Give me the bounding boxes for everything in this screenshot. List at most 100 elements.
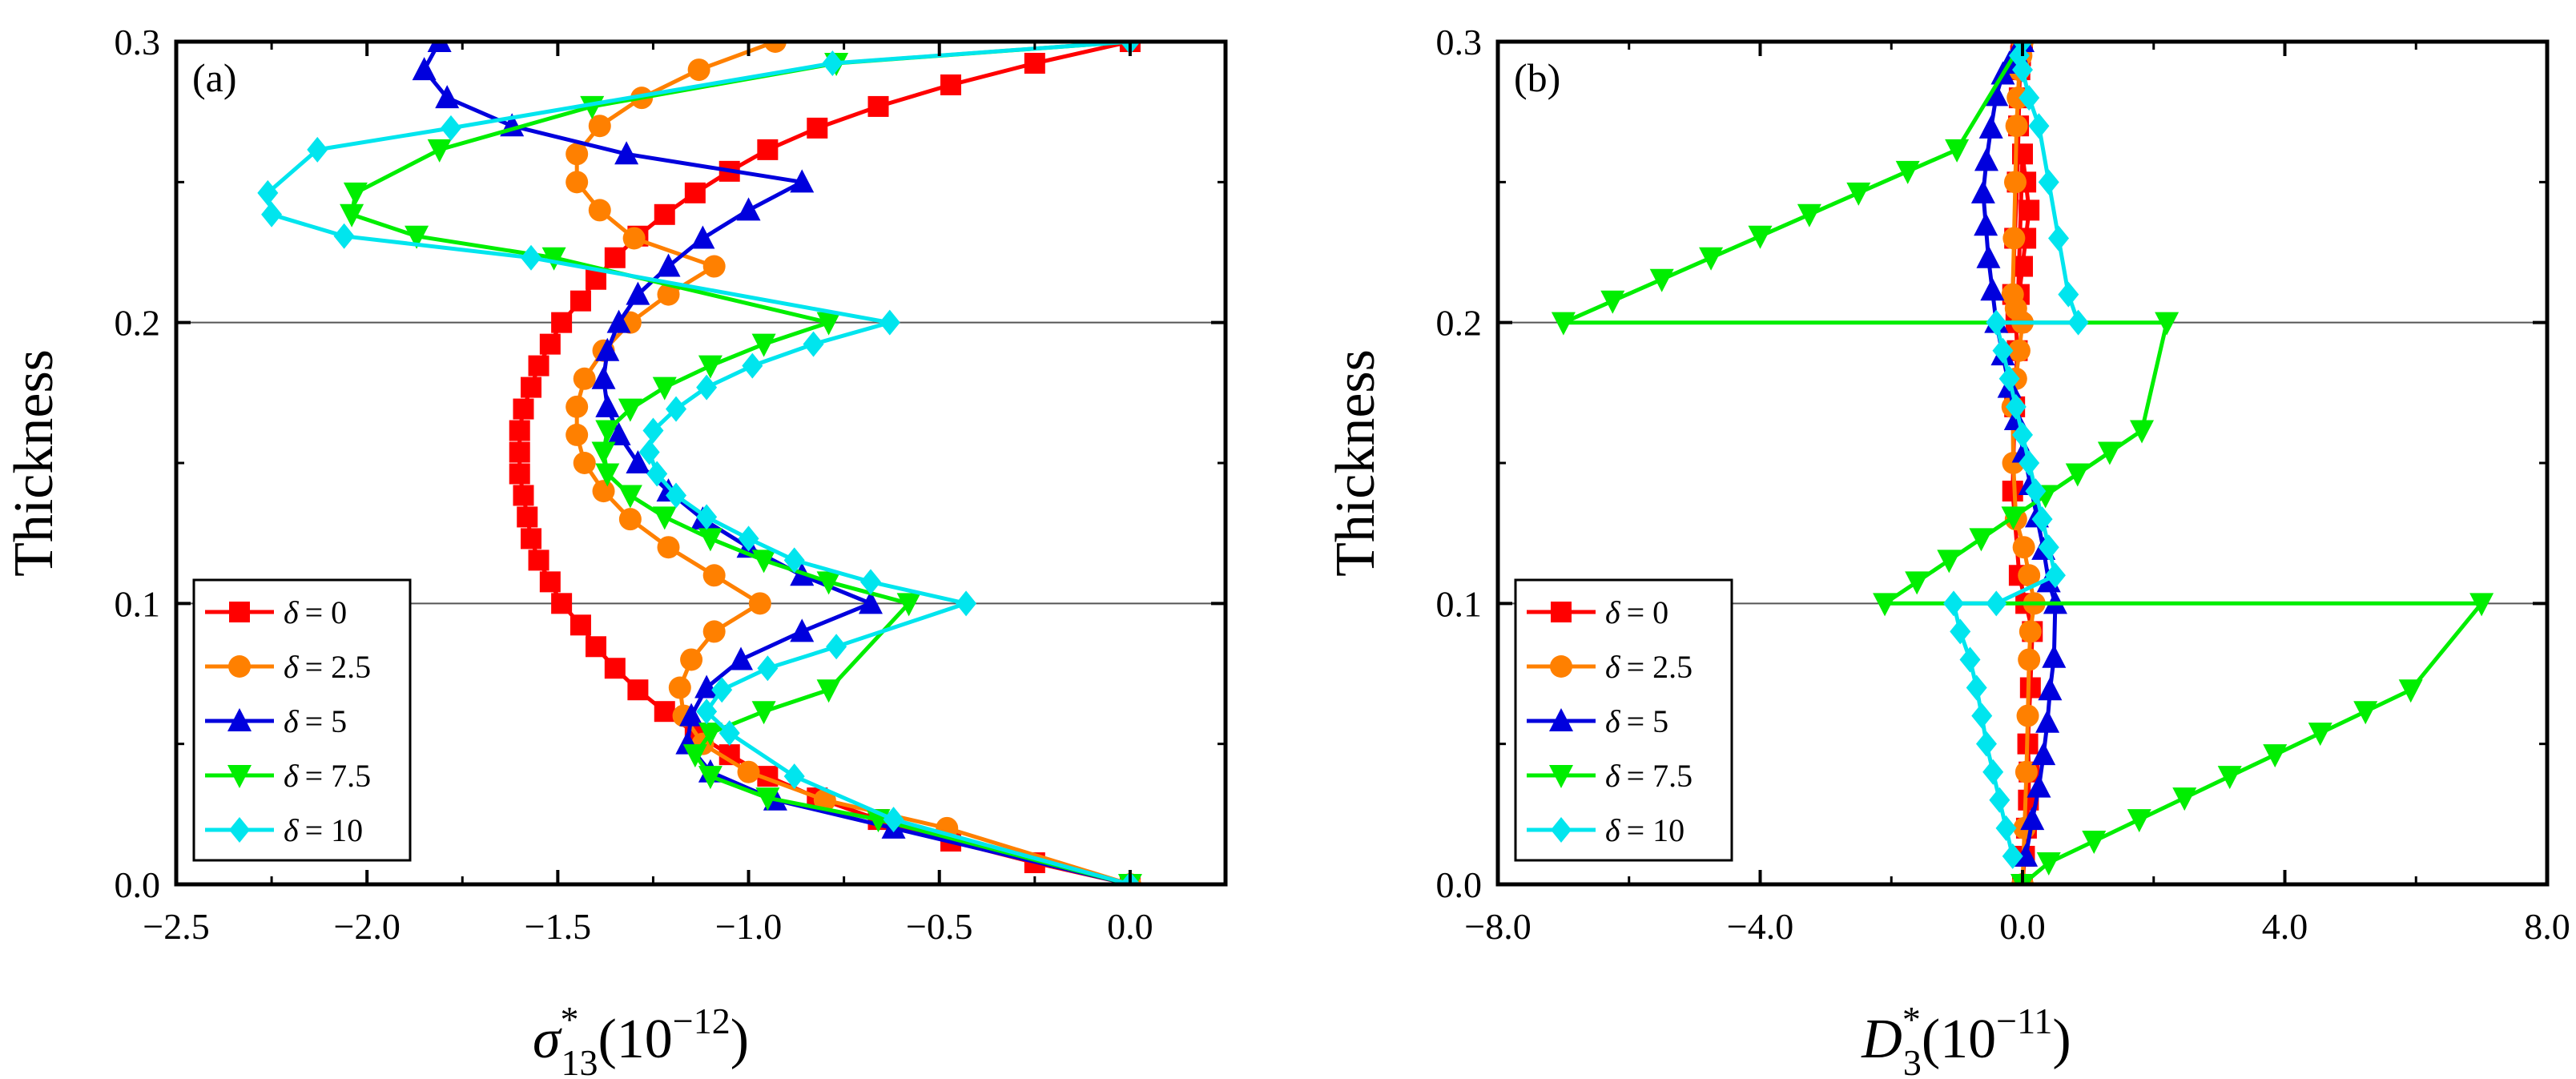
marker-circle: [2018, 564, 2041, 587]
marker-triangle-up: [690, 225, 715, 249]
marker-triangle-down: [1895, 160, 1920, 184]
marker-square: [627, 679, 649, 701]
marker-circle: [622, 227, 646, 250]
legend-value: = 0: [1627, 594, 1669, 630]
marker-diamond: [646, 461, 668, 487]
marker-triangle-down: [2082, 831, 2107, 855]
marker-triangle-down: [427, 139, 452, 163]
marker-triangle-up: [656, 253, 681, 277]
marker-circle: [702, 620, 726, 643]
marker-diamond: [742, 352, 763, 379]
marker-square: [229, 602, 250, 622]
marker-triangle-down: [1846, 182, 1871, 206]
marker-square: [604, 658, 626, 679]
marker-triangle-down: [595, 420, 620, 444]
legend-label: δ = 0: [1605, 594, 1668, 630]
marker-triangle-down: [652, 506, 677, 530]
marker-triangle-up: [1984, 83, 2009, 107]
legend-symbol: δ: [284, 594, 300, 630]
marker-triangle-down: [1748, 225, 1773, 249]
marker-triangle-down: [698, 723, 722, 747]
marker-triangle-up: [2014, 843, 2039, 867]
marker-square: [1024, 52, 1045, 74]
x-tick-label: −2.0: [333, 906, 400, 947]
marker-diamond: [2038, 534, 2059, 561]
marker-triangle-up: [1974, 212, 1998, 236]
marker-square: [539, 571, 561, 593]
marker-triangle-up: [736, 197, 761, 221]
marker-diamond: [229, 817, 250, 843]
marker-triangle-up: [1978, 115, 2003, 139]
legend-symbol: δ: [1605, 703, 1621, 739]
x-axis-unit-close: ): [2052, 1009, 2071, 1070]
marker-circle: [618, 508, 642, 531]
marker-triangle-up: [614, 141, 639, 165]
marker-circle: [566, 171, 589, 194]
marker-diamond: [1943, 590, 1965, 617]
marker-circle: [657, 283, 680, 306]
marker-square: [654, 203, 675, 225]
legend-label: δ = 10: [284, 812, 363, 848]
legend-item: δ = 0: [1527, 594, 1668, 630]
marker-circle: [2007, 339, 2031, 362]
marker-triangle-up: [227, 708, 252, 731]
x-axis-unit-close: ): [731, 1009, 749, 1070]
x-tick-label: 0.0: [1999, 906, 2046, 947]
marker-triangle-down: [2130, 420, 2155, 444]
marker-diamond: [666, 396, 687, 422]
marker-square: [654, 701, 675, 723]
legend-symbol: δ: [284, 703, 300, 739]
marker-diamond: [822, 50, 843, 76]
marker-triangle-down: [541, 247, 566, 271]
legend-item: δ = 2.5: [1527, 649, 1693, 685]
x-axis-subscript: 3: [1903, 1042, 1922, 1079]
legend-item: δ = 2.5: [205, 649, 371, 685]
marker-circle: [573, 452, 596, 474]
legend-symbol: δ: [1605, 594, 1621, 630]
marker-square: [1551, 602, 1572, 622]
marker-triangle-down: [2353, 701, 2378, 725]
marker-circle: [573, 367, 596, 390]
marker-diamond: [757, 655, 779, 682]
marker-circle: [2018, 648, 2041, 671]
y-tick-label: 0.1: [1436, 583, 1483, 624]
marker-diamond: [738, 525, 759, 552]
x-tick-label: −1.5: [525, 906, 591, 947]
marker-triangle-down: [755, 787, 780, 811]
marker-square: [684, 182, 706, 203]
marker-triangle-down: [343, 182, 368, 206]
marker-circle: [2005, 115, 2028, 138]
marker-triangle-up: [1980, 277, 2005, 301]
marker-circle: [702, 255, 726, 278]
marker-square: [517, 506, 538, 528]
marker-triangle-up: [412, 57, 437, 81]
series-line: [517, 42, 1131, 884]
marker-square: [521, 528, 542, 550]
legend: δ = 0δ = 2.5δ = 5δ = 7.5δ = 10: [1514, 578, 1733, 862]
y-tick-label: 0.3: [1436, 22, 1483, 62]
marker-diamond: [2019, 85, 2040, 111]
marker-circle: [588, 199, 611, 222]
marker-diamond: [307, 136, 328, 163]
legend-label: δ = 5: [284, 703, 347, 739]
marker-triangle-up: [729, 646, 754, 670]
marker-diamond: [859, 569, 881, 595]
x-axis-symbol: σ: [533, 1009, 562, 1070]
y-tick-label: 0.1: [115, 583, 161, 624]
marker-circle: [840, 2, 863, 25]
marker-circle: [680, 648, 703, 671]
marker-triangle-down: [2172, 787, 2197, 811]
marker-triangle-down: [1699, 247, 1724, 271]
legend-value: = 2.5: [1627, 649, 1693, 685]
marker-circle: [566, 395, 589, 418]
marker-triangle-up: [790, 169, 815, 193]
marker-circle: [657, 536, 680, 559]
marker-diamond: [879, 309, 900, 336]
marker-circle: [228, 655, 251, 678]
series-diamond: [257, 42, 1141, 884]
marker-diamond: [956, 590, 977, 617]
marker-square: [551, 312, 573, 333]
marker-square: [604, 247, 626, 268]
marker-triangle-up: [2031, 742, 2056, 766]
marker-triangle-down: [2097, 441, 2122, 465]
